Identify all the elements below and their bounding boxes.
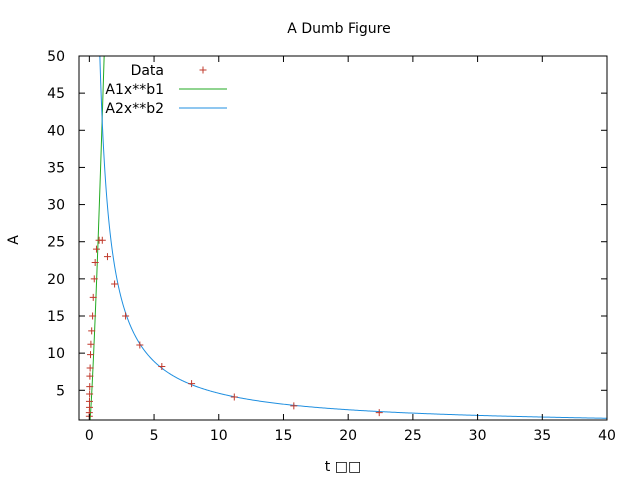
data-point: [89, 312, 97, 320]
data-point: [87, 351, 95, 359]
data-point: [85, 397, 93, 405]
x-tick-label: 30: [469, 428, 487, 444]
data-point: [91, 259, 99, 267]
legend: Data A1x**b1 A2x**b2: [105, 63, 227, 117]
data-point: [90, 275, 98, 283]
data-point: [89, 293, 97, 301]
data-point: [111, 280, 119, 288]
data-point: [375, 409, 383, 417]
y-tick-label: 35: [47, 160, 65, 176]
x-tick-label: 5: [150, 428, 159, 444]
data-point: [98, 236, 106, 244]
y-tick-label: 30: [47, 198, 65, 214]
data-point: [230, 393, 238, 401]
data-point: [87, 340, 95, 348]
data-point: [86, 364, 94, 372]
data-point: [158, 363, 166, 371]
data-point: [136, 341, 144, 349]
series-line-1: [89, 56, 105, 420]
y-tick-label: 40: [47, 123, 65, 139]
data-point: [86, 372, 94, 380]
x-tick-label: 35: [533, 428, 551, 444]
x-tick-label: 0: [85, 428, 94, 444]
plot-area: [85, 56, 607, 420]
x-tick-label: 25: [404, 428, 422, 444]
y-tick-label: 45: [47, 86, 65, 102]
x-axis-label: t □□: [325, 459, 361, 475]
data-point: [86, 390, 94, 398]
y-tick-label: 25: [47, 235, 65, 251]
data-point: [188, 380, 196, 388]
legend-label: A2x**b2: [105, 101, 164, 117]
x-tick-label: 10: [210, 428, 228, 444]
data-point: [103, 253, 111, 261]
data-point: [92, 245, 100, 253]
y-tick-label: 50: [47, 49, 65, 65]
y-tick-label: 15: [47, 309, 65, 325]
data-point: [122, 312, 130, 320]
legend-label: A1x**b1: [105, 82, 164, 98]
legend-marker: [199, 66, 207, 74]
y-axis-label: A: [6, 235, 22, 245]
plot-frame: [78, 55, 608, 421]
curves: [89, 56, 607, 420]
data-point: [290, 402, 298, 410]
x-tick-label: 40: [598, 428, 616, 444]
data-point: [88, 327, 96, 335]
data-point: [85, 403, 93, 411]
chart-title: A Dumb Figure: [287, 21, 390, 37]
x-tick-label: 20: [339, 428, 357, 444]
legend-label: Data: [131, 63, 164, 79]
data-point: [86, 383, 94, 391]
y-tick-label: 20: [47, 272, 65, 288]
axes: 0 5 10 15 20 25 30 35 40 5 10 15 20 25 30 35 40 45 50: [47, 49, 616, 444]
x-tick-label: 15: [275, 428, 293, 444]
y-tick-label: 10: [47, 346, 65, 362]
y-tick-label: 5: [56, 383, 65, 399]
series-line-2: [99, 56, 607, 419]
